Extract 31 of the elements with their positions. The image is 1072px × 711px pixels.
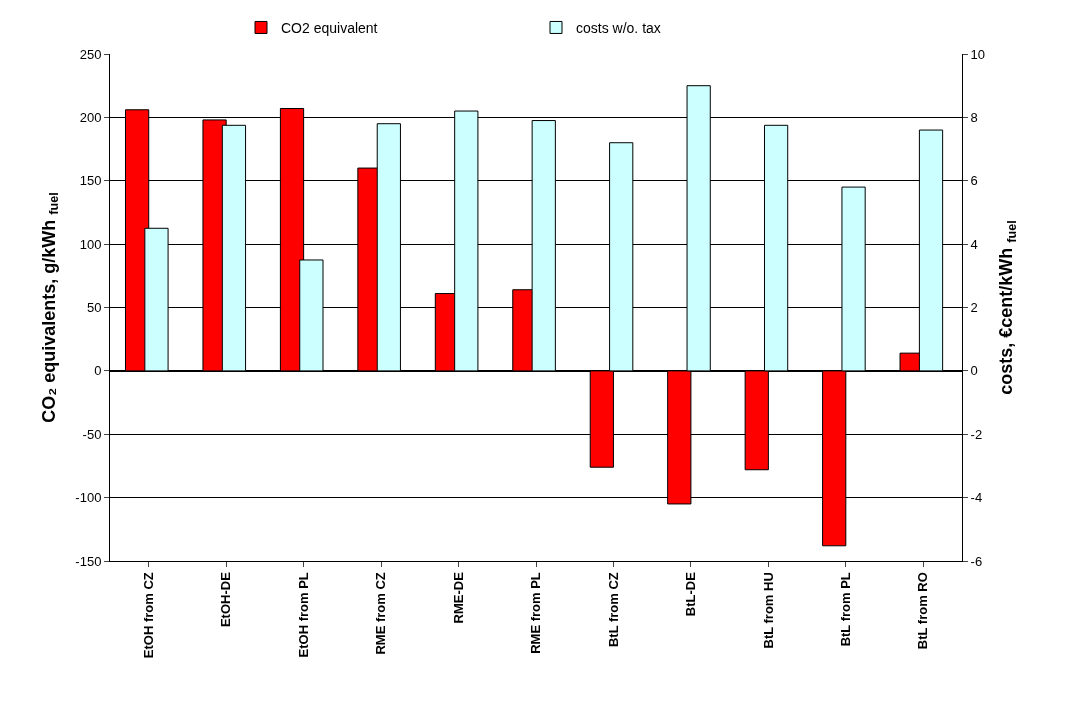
x-tick-label: BtL from CZ [605, 572, 621, 648]
y-tick-label: 0 [94, 363, 102, 379]
y2-tick-label: 6 [970, 173, 978, 189]
y-tick-label: 150 [79, 173, 102, 189]
y2-tick-label: 4 [970, 236, 978, 252]
x-tick-label: BtL from HU [760, 572, 776, 649]
x-tick-label: EtOH-DE [218, 571, 234, 628]
x-tick-label: BtL from RO [915, 572, 931, 650]
y-tick-label: 50 [86, 300, 102, 316]
legend-label: costs w/o. tax [576, 19, 661, 36]
y-tick-label: -100 [75, 490, 102, 506]
y2-tick-label: -2 [970, 426, 983, 442]
y2-tick-label: -4 [970, 490, 983, 506]
x-tick-label: BtL-DE [683, 571, 699, 617]
x-tick-label: EtOH from CZ [140, 572, 156, 659]
y2-tick-label: 2 [970, 300, 978, 316]
y2-tick-label: -6 [970, 553, 983, 569]
y-tick-label: 200 [79, 109, 102, 125]
x-tick-label: BtL from PL [838, 572, 854, 647]
x-tick-label: RME from PL [528, 572, 544, 654]
x-tick-label: RME-DE [450, 571, 466, 624]
x-tick-label: RME from CZ [373, 572, 389, 655]
x-tick-label: EtOH from PL [295, 572, 311, 658]
legend-label: CO2 equivalent [281, 19, 378, 36]
y-tick-label: -150 [75, 553, 102, 569]
y2-tick-label: 10 [970, 46, 986, 62]
y-tick-label: 100 [79, 236, 102, 252]
y-tick-label: 250 [79, 46, 102, 62]
y2-tick-label: 0 [970, 363, 978, 379]
y2-tick-label: 8 [970, 109, 978, 125]
y-tick-label: -50 [82, 426, 102, 442]
